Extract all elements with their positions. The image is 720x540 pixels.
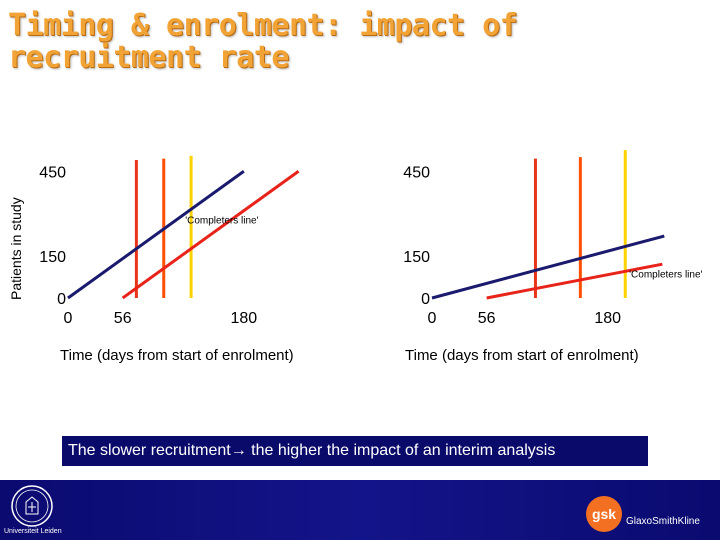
leiden-wordmark: Universiteit Leiden [4,528,62,535]
completers-line [486,262,663,300]
chart-1: 0 150 450 0 56 180 Time (days from start of en… [39,155,300,364]
x-tick-label-180: 180 [594,310,621,327]
leiden-seal-logo [11,485,53,527]
x-axis-label: Time (days from start of enrolment) [60,347,294,364]
completers-line [121,170,300,300]
y-tick-label-150: 150 [39,249,66,266]
completers-line-annotation: 'Completers line' [185,215,258,226]
gsk-wordmark: GlaxoSmithKline [626,516,700,527]
recruitment-line [67,170,245,300]
x-tick-label-0: 0 [428,310,437,327]
x-tick-label-56: 56 [478,310,496,327]
y-tick-label-0: 0 [421,291,430,308]
y-tick-label-0: 0 [57,291,66,308]
gsk-logo: gsk [586,496,622,532]
y-tick-label-450: 450 [39,164,66,181]
completers-line-annotation: 'Completers line' [629,270,702,281]
slide-title: Timing & enrolment: impact of recruitmen… [8,8,518,75]
x-tick-label-0: 0 [64,310,73,327]
x-axis-label: Time (days from start of enrolment) [405,347,639,364]
conclusion-banner: The slower recruitment→ the higher the i… [62,436,648,466]
x-tick-label-180: 180 [230,310,257,327]
recruitment-line [431,234,665,300]
chart-2: 0 150 450 0 56 180 Time (days from start of en… [403,150,703,364]
y-tick-label-150: 150 [403,249,430,266]
x-tick-label-56: 56 [114,310,132,327]
gsk-logo-text: gsk [592,506,616,522]
y-tick-label-450: 450 [403,164,430,181]
